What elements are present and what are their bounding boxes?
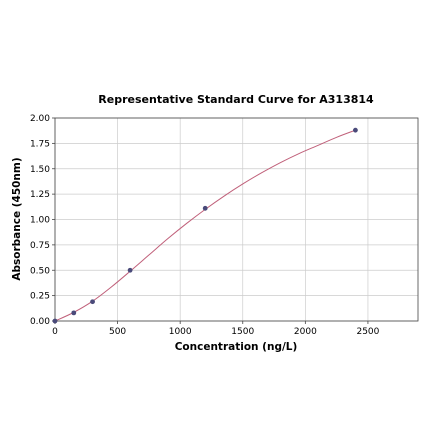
data-point (202, 205, 208, 211)
data-point (90, 299, 95, 305)
y-tick-label: 2.00 (30, 114, 50, 124)
data-points-layer (52, 127, 358, 324)
data-point (127, 267, 133, 273)
y-axis-label: Absorbance (450nm) (11, 157, 23, 280)
data-point (71, 310, 77, 316)
axis-ticks: 0 500 1000 1500 2000 2500 0.00 0.25 0.50 0.75 1.00… (30, 114, 380, 337)
y-tick-label: 1.00 (30, 216, 50, 226)
y-tick-label: 1.25 (30, 190, 50, 200)
x-tick-label: 1500 (231, 327, 254, 337)
y-tick-label: 0.50 (30, 266, 50, 276)
y-tick-label: 0.75 (30, 241, 50, 251)
x-tick-label: 1000 (169, 327, 192, 337)
x-tick-label: 500 (109, 327, 126, 337)
data-point (353, 127, 358, 133)
x-tick-label: 0 (52, 327, 58, 337)
y-tick-label: 0.00 (30, 317, 50, 327)
fit-curve-line (54, 129, 356, 322)
y-tick-label: 1.50 (30, 165, 50, 175)
data-point (52, 318, 58, 324)
grid-lines (54, 117, 418, 322)
y-tick-label: 1.75 (30, 139, 50, 149)
fit-curve-layer (54, 129, 356, 322)
chart-title: Representative Standard Curve for A31381… (98, 93, 374, 106)
x-tick-label: 2500 (356, 327, 379, 337)
x-tick-label: 2000 (294, 327, 317, 337)
x-axis-label: Concentration (ng/L) (175, 341, 298, 353)
y-tick-label: 0.25 (30, 292, 50, 302)
